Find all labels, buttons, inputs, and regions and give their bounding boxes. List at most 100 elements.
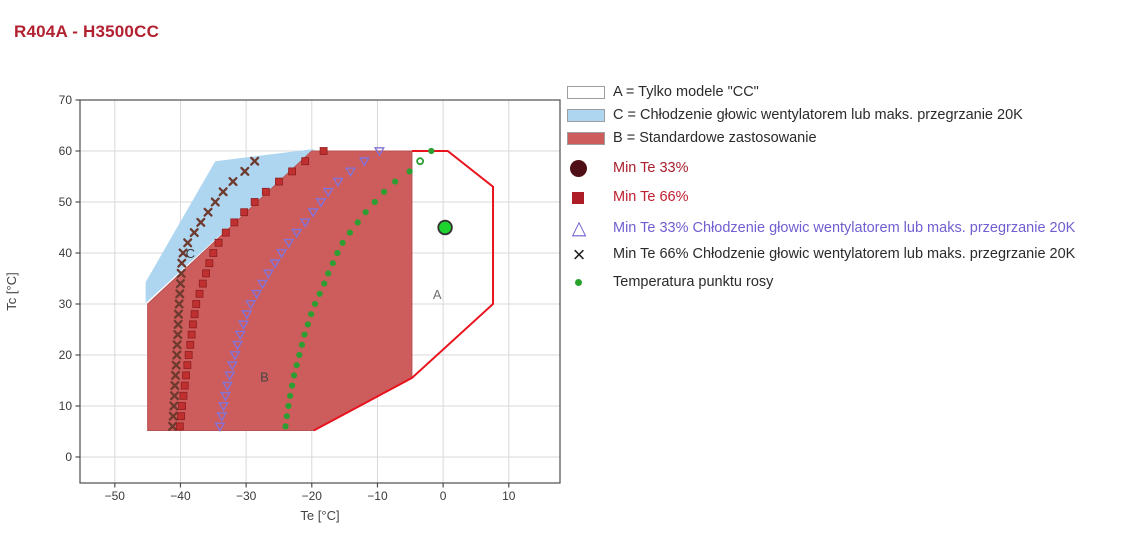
marker-dot — [339, 239, 346, 246]
marker-triangle-down — [276, 249, 288, 259]
legend-item-label: Min Te 66% Chłodzenie głowic wentylatore… — [613, 246, 1076, 262]
marker-x — [210, 197, 220, 207]
marker-triangle-down — [221, 381, 233, 392]
legend-circle-swatch-icon — [567, 160, 613, 177]
marker-x — [250, 156, 260, 166]
marker-square — [177, 412, 186, 421]
marker-triangle-down — [332, 177, 344, 188]
chart-title: R404A - H3500CC — [14, 22, 160, 41]
marker-triangle-down — [229, 351, 241, 361]
marker-dot — [354, 219, 361, 226]
marker-square — [180, 381, 189, 390]
marker-x — [170, 391, 180, 401]
marker-square — [250, 198, 259, 206]
marker-dot — [285, 402, 292, 410]
marker-dot — [362, 209, 369, 216]
marker-x — [169, 401, 179, 411]
x-tick-label: −10 — [367, 489, 388, 503]
marker-triangle-down — [241, 310, 253, 320]
marker-square — [275, 177, 283, 186]
y-tick-label: 0 — [65, 450, 72, 464]
marker-dot — [329, 260, 336, 267]
marker-square — [190, 310, 199, 319]
region-c-fan-cooling — [145, 148, 315, 303]
marker-square — [214, 238, 223, 247]
legend-item-label: Min Te 66% — [613, 189, 689, 205]
x-tick-label: −50 — [105, 489, 126, 503]
legend-item: B = Standardowe zastosowanie — [567, 129, 1119, 148]
x-tick-label: −20 — [302, 489, 323, 503]
legend-item-label: Min Te 33% Chłodzenie głowic wentylatore… — [613, 220, 1076, 236]
marker-dot — [346, 229, 353, 236]
y-tick-label: 30 — [59, 297, 73, 311]
marker-triangle-down — [373, 147, 385, 157]
marker-triangle-down — [226, 361, 238, 371]
legend-item: A = Tylko modele "CC" — [567, 83, 1119, 102]
y-tick-label: 50 — [59, 195, 73, 209]
marker-triangle-down — [283, 238, 295, 249]
marker-dot — [316, 290, 323, 297]
marker-x — [177, 258, 187, 268]
marker-dot — [428, 147, 435, 155]
marker-x — [189, 228, 199, 238]
operating-envelope-chart: C B A −50 −40 −30 −20 −10 0 10 0 10 20 30 40 50 60 70 Te [… — [4, 93, 561, 523]
y-tick-label: 70 — [59, 93, 73, 107]
marker-x — [218, 187, 228, 197]
marker-square — [202, 269, 210, 278]
marker-square — [175, 422, 184, 431]
marker-dot — [282, 423, 289, 430]
marker-triangle-down — [358, 157, 370, 167]
marker-dot — [288, 382, 296, 389]
marker-dot — [406, 168, 413, 175]
marker-dot — [287, 392, 294, 399]
legend-item: Min Te 33% — [567, 159, 1119, 178]
marker-triangle-down — [237, 320, 250, 330]
marker-x — [175, 289, 185, 299]
legend-box-swatch-icon — [567, 132, 613, 145]
marker-x — [170, 370, 181, 380]
marker-triangle-down — [217, 402, 229, 412]
legend-triangle-swatch-icon: △ — [571, 218, 587, 239]
marker-x — [173, 330, 183, 340]
legend-dot-swatch-icon — [567, 279, 613, 286]
region-label-c: C — [186, 246, 195, 261]
legend-item: △ Min Te 33% Chłodzenie głowic wentylator… — [567, 219, 1119, 238]
marker-square — [261, 187, 270, 196]
marker-triangle-down — [322, 187, 334, 198]
marker-dot — [296, 351, 303, 359]
marker-x — [203, 207, 213, 217]
marker-square — [221, 228, 230, 237]
legend-item: Temperatura punktu rosy — [567, 273, 1119, 292]
marker-square — [184, 351, 193, 359]
marker-triangle-down — [269, 259, 281, 269]
marker-dot — [298, 341, 306, 348]
y-tick-label: 40 — [59, 246, 73, 260]
marker-dot — [380, 188, 388, 195]
legend-item-label: A = Tylko modele "CC" — [613, 84, 759, 100]
marker-x — [170, 381, 180, 391]
marker-x — [196, 217, 206, 227]
marker-x — [172, 340, 182, 350]
legend-item: C = Chłodzenie głowic wentylatorem lub m… — [567, 106, 1119, 125]
x-tick-label: −30 — [236, 489, 257, 503]
marker-dot — [392, 178, 399, 185]
marker-x — [174, 299, 184, 309]
marker-triangle-down — [262, 269, 274, 279]
legend-box-swatch-icon — [567, 86, 613, 99]
marker-triangle-down — [315, 198, 327, 208]
marker-square — [198, 279, 207, 288]
marker-square — [209, 249, 218, 257]
marker-triangle-down — [307, 208, 319, 218]
marker-dot — [308, 311, 315, 318]
x-tick-label: 0 — [440, 489, 447, 503]
x-axis-title: Te [°C] — [300, 508, 339, 523]
legend-item-label: Temperatura punktu rosy — [613, 274, 774, 290]
marker-square — [230, 218, 239, 227]
marker-dot — [301, 331, 308, 338]
marker-triangle-down — [234, 330, 246, 341]
legend-item-label: B = Standardowe zastosowanie — [613, 130, 817, 146]
marker-square — [319, 147, 328, 155]
marker-triangle-down — [299, 218, 311, 228]
marker-square — [192, 300, 201, 308]
region-a-outline — [313, 149, 495, 432]
